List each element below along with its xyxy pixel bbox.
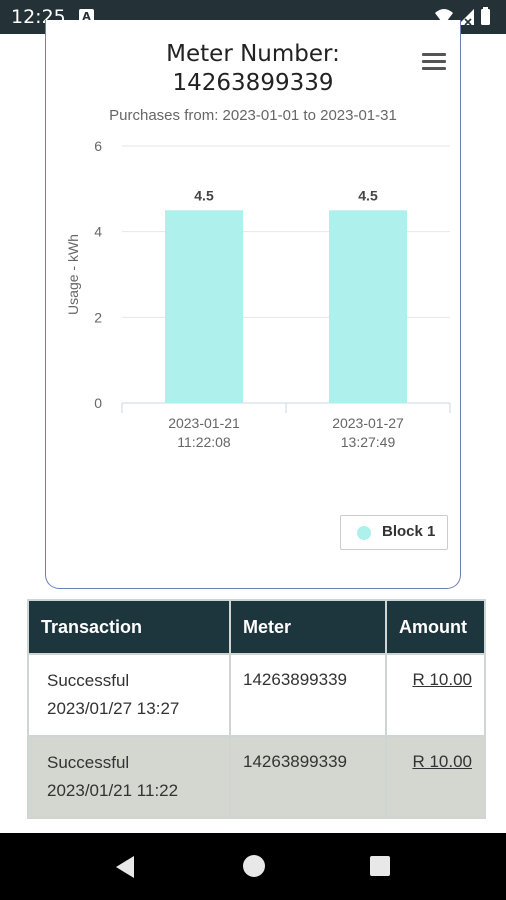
amount-cell: R 10.00: [385, 653, 486, 737]
amount-link[interactable]: R 10.00: [412, 670, 472, 689]
meter-cell: 14263899339: [229, 735, 387, 819]
transaction-cell: Successful 2023/01/21 11:22: [27, 735, 231, 819]
status-icons: [435, 7, 490, 26]
legend-label: Block 1: [382, 523, 436, 540]
transaction-datetime: 2023/01/27 13:27: [47, 699, 180, 718]
data-label: 4.5: [358, 187, 378, 203]
usage-chart-card: Meter Number: 14263899339 Purchases from…: [45, 20, 461, 589]
x-tick-label: 13:27:49: [341, 434, 396, 450]
table-row: Successful 2023/01/21 11:22 14263899339 …: [27, 735, 486, 819]
battery-icon: [481, 9, 490, 25]
header-transaction: Transaction: [27, 599, 231, 655]
header-amount: Amount: [385, 599, 486, 655]
amount-link[interactable]: R 10.00: [412, 752, 472, 771]
y-axis-label: Usage - kWh: [65, 234, 81, 315]
x-tick-label: 11:22:08: [177, 434, 231, 450]
transaction-datetime: 2023/01/21 11:22: [47, 781, 179, 800]
y-tick-label: 0: [94, 395, 102, 411]
home-icon[interactable]: [243, 855, 265, 877]
chart-menu-icon[interactable]: [420, 50, 448, 74]
y-tick-label: 6: [94, 138, 102, 154]
bar-chart: 0 2 4 6 Usage - kWh 4.5 2023-01-21 11:22:08 4.5 2…: [65, 138, 451, 450]
table-header-row: Transaction Meter Amount: [27, 599, 486, 655]
table-row: Successful 2023/01/27 13:27 14263899339 …: [27, 653, 486, 737]
chart-title: Meter Number: 14263899339: [46, 40, 460, 98]
bar: [329, 210, 407, 403]
y-tick-label: 2: [94, 309, 102, 325]
wifi-icon: [435, 9, 453, 25]
chart-title-line2: 14263899339: [172, 70, 334, 96]
transaction-cell: Successful 2023/01/27 13:27: [27, 653, 231, 737]
bar: [165, 210, 243, 403]
y-tick-label: 4: [94, 224, 102, 240]
amount-cell: R 10.00: [385, 735, 486, 819]
chart-subtitle: Purchases from: 2023-01-01 to 2023-01-31: [109, 107, 397, 124]
legend-swatch: [357, 526, 371, 540]
data-label: 4.5: [194, 187, 214, 203]
x-tick-label: 2023-01-21: [168, 415, 240, 431]
header-meter: Meter: [229, 599, 387, 655]
recents-icon[interactable]: [370, 856, 390, 876]
navigation-bar: [0, 833, 506, 900]
chart-title-line1: Meter Number:: [166, 41, 340, 67]
back-icon[interactable]: [114, 855, 136, 879]
meter-cell: 14263899339: [229, 653, 387, 737]
x-tick-label: 2023-01-27: [332, 415, 404, 431]
legend-item-block-1[interactable]: Block 1: [340, 515, 448, 550]
transaction-status: Successful: [47, 671, 130, 690]
transaction-status: Successful: [47, 753, 130, 772]
transactions-table: Transaction Meter Amount Successful 2023…: [27, 599, 486, 819]
